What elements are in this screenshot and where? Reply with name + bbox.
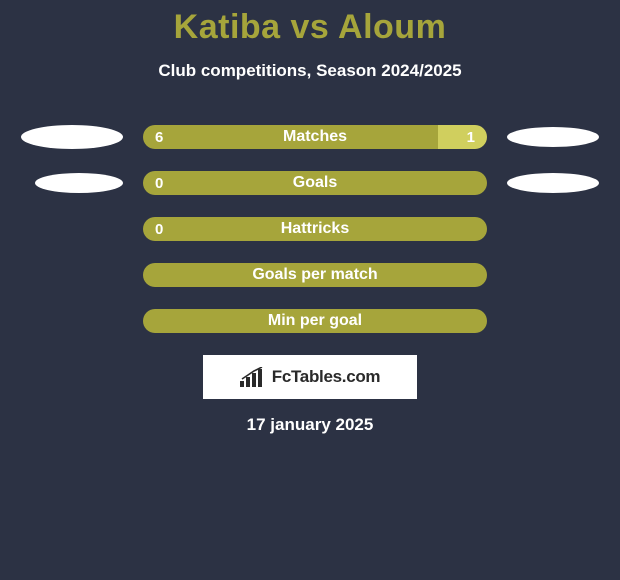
left-ellipse [21,125,123,149]
stat-bar: Goals per match [143,263,487,287]
stat-row-goals-per-match: Goals per match [0,263,620,287]
bar-label: Hattricks [143,217,487,241]
attribution-inner: FcTables.com [240,367,381,387]
bars-icon [240,367,268,387]
bar-label: Matches [143,125,487,149]
stat-row-min-per-goal: Min per goal [0,309,620,333]
stat-row-hattricks: 0 Hattricks [0,217,620,241]
page-title: Katiba vs Aloum [0,8,620,47]
date-text: 17 january 2025 [0,415,620,435]
bar-label: Goals [143,171,487,195]
infographic-container: Katiba vs Aloum Club competitions, Seaso… [0,0,620,435]
stat-row-goals: 0 Goals [0,171,620,195]
attribution-badge: FcTables.com [203,355,417,399]
stat-bar: 0 Goals [143,171,487,195]
stat-bar: Min per goal [143,309,487,333]
bar-label: Goals per match [143,263,487,287]
right-ellipse [507,127,599,147]
stat-bar: 6 Matches 1 [143,125,487,149]
left-ellipse [35,173,123,193]
stat-row-matches: 6 Matches 1 [0,125,620,149]
attribution-text: FcTables.com [272,367,381,387]
bar-value-right: 1 [467,125,475,149]
stat-bar: 0 Hattricks [143,217,487,241]
right-ellipse [507,173,599,193]
subtitle: Club competitions, Season 2024/2025 [0,61,620,81]
bar-label: Min per goal [143,309,487,333]
